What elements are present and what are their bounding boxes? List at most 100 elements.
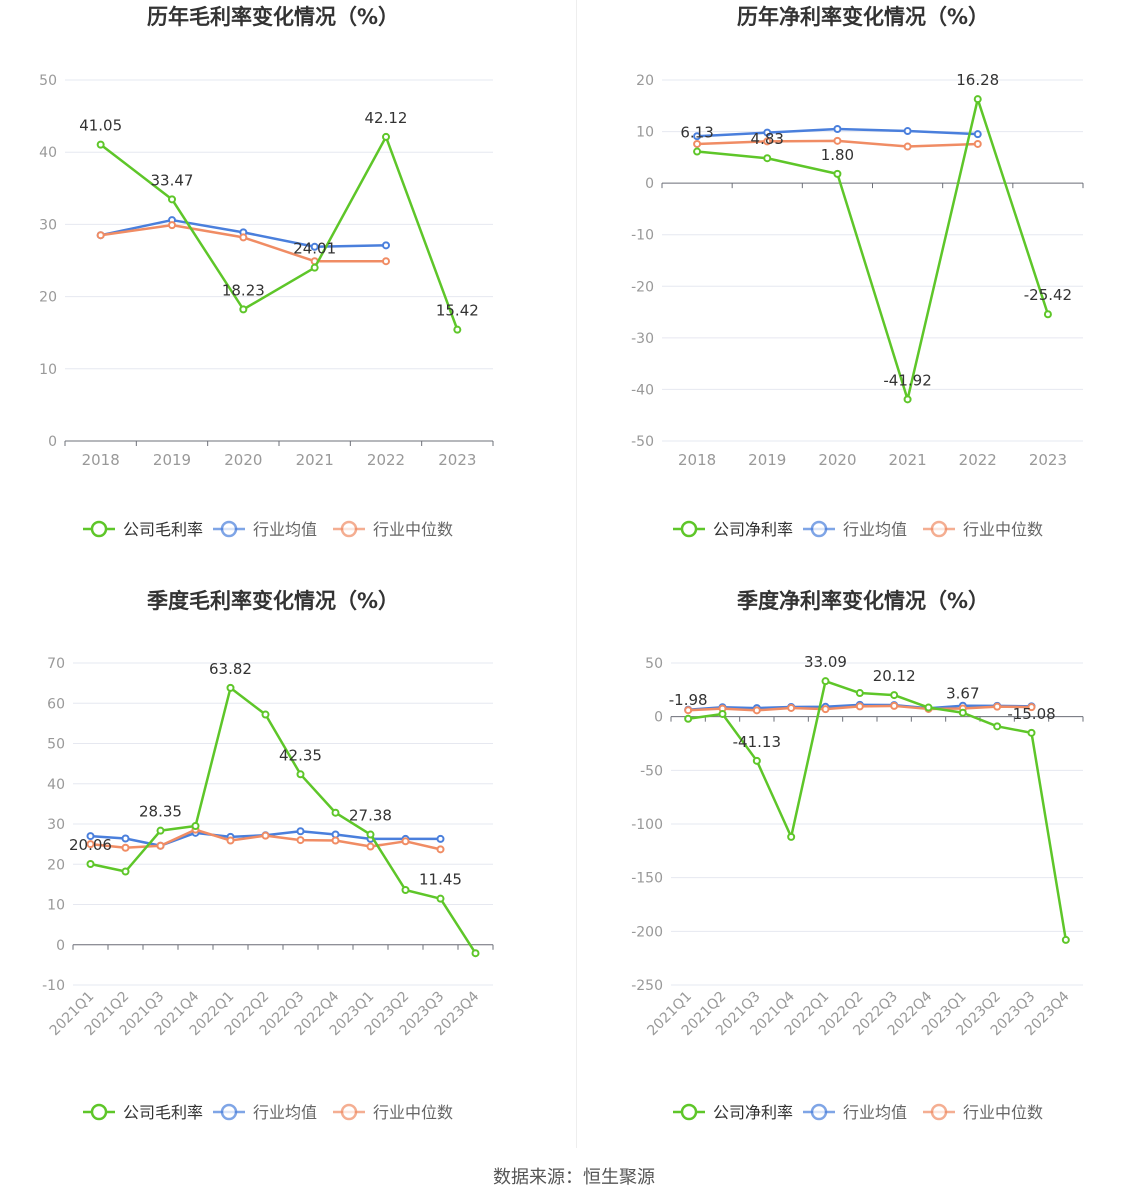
data-point xyxy=(296,827,305,836)
data-point xyxy=(890,691,899,700)
y-tick-label: -200 xyxy=(631,924,663,940)
data-label: -1.98 xyxy=(669,691,708,709)
data-point xyxy=(1043,310,1052,319)
data-label: 42.35 xyxy=(279,746,322,764)
x-tick-label: 2022 xyxy=(959,451,997,469)
y-tick-label: 70 xyxy=(47,656,65,672)
legend-marker xyxy=(930,520,948,538)
y-tick-label: 0 xyxy=(48,434,57,450)
data-point xyxy=(763,137,772,146)
y-tick-label: -50 xyxy=(640,763,663,779)
data-label: 33.09 xyxy=(804,653,847,671)
legend-label: 公司净利率 xyxy=(713,1103,793,1122)
data-point xyxy=(331,836,340,845)
legend-item: 公司毛利率 xyxy=(83,1103,203,1122)
chart-title: 季度毛利率变化情况（%） xyxy=(147,589,399,613)
data-point xyxy=(310,263,319,272)
data-point xyxy=(903,127,912,136)
data-point xyxy=(993,702,1002,711)
data-point xyxy=(752,706,761,715)
data-point xyxy=(958,708,967,717)
y-tick-label: 60 xyxy=(47,696,65,712)
y-tick-label: 0 xyxy=(645,176,654,192)
data-point xyxy=(168,195,176,204)
legend-item: 行业中位数 xyxy=(923,520,1043,539)
y-tick-label: 20 xyxy=(636,73,654,89)
data-point xyxy=(453,325,462,334)
legend-item: 行业中位数 xyxy=(923,1103,1043,1122)
legend-marker xyxy=(220,520,238,538)
y-tick-label: -250 xyxy=(631,978,663,994)
data-point xyxy=(684,706,693,715)
legend-item: 行业均值 xyxy=(803,1103,907,1122)
data-point xyxy=(821,677,830,686)
series-line-company xyxy=(696,97,1050,401)
data-label: 24.01 xyxy=(293,240,336,258)
data-label: 20.12 xyxy=(873,667,916,685)
y-tick-label: -30 xyxy=(631,331,654,347)
data-label: -25.42 xyxy=(1024,286,1072,304)
data-label: 16.28 xyxy=(956,71,999,89)
data-point xyxy=(226,683,235,692)
data-point xyxy=(763,128,772,137)
data-point xyxy=(86,840,95,849)
y-tick-label: -100 xyxy=(631,817,663,833)
data-label: -41.13 xyxy=(733,733,781,751)
series-line-company xyxy=(90,686,477,954)
x-tick-label: 2018 xyxy=(678,451,716,469)
x-tick-label: 2019 xyxy=(748,451,786,469)
data-point xyxy=(973,95,982,104)
data-point xyxy=(763,154,772,163)
data-point xyxy=(973,130,982,139)
data-point xyxy=(121,834,130,843)
legend-label: 公司净利率 xyxy=(713,520,793,539)
data-point xyxy=(973,139,982,148)
data-point xyxy=(833,124,842,133)
chart-panel-2: 历年净利率变化情况（%） -50 -40 -30 -20 -10 0 10 20 2018 2019… xyxy=(631,5,1084,539)
data-label: 1.80 xyxy=(821,146,854,164)
data-point xyxy=(993,722,1002,731)
data-point xyxy=(436,834,445,843)
y-tick-label: -150 xyxy=(631,871,663,887)
legend-item: 公司毛利率 xyxy=(83,520,203,539)
data-point xyxy=(239,233,248,242)
legend-label: 公司毛利率 xyxy=(123,1103,203,1122)
data-point xyxy=(436,894,445,903)
legend-item: 公司净利率 xyxy=(673,1103,793,1122)
legend-marker xyxy=(680,1103,698,1121)
legend-marker xyxy=(810,520,828,538)
data-point xyxy=(86,832,95,841)
legend-label: 行业均值 xyxy=(253,520,317,539)
chart-panel-3: 季度毛利率变化情况（%）-100102030405060702021Q12021… xyxy=(42,589,494,1122)
data-point xyxy=(924,703,933,712)
legend-item: 行业均值 xyxy=(803,520,907,539)
y-tick-label: 40 xyxy=(39,145,57,161)
y-tick-label: -10 xyxy=(631,228,654,244)
y-tick-label: 30 xyxy=(39,217,57,233)
data-point xyxy=(86,860,95,869)
panel-divider-bottom xyxy=(576,580,577,1135)
data-point xyxy=(96,231,105,240)
y-tick-label: 0 xyxy=(56,938,65,954)
data-point xyxy=(833,169,842,178)
legend-item: 行业中位数 xyxy=(333,1103,453,1122)
data-point xyxy=(121,843,130,852)
legend-marker xyxy=(90,520,108,538)
legend-label: 行业中位数 xyxy=(373,520,453,539)
y-tick-label: 40 xyxy=(47,777,65,793)
data-point xyxy=(752,756,761,765)
data-label: -15.08 xyxy=(1007,705,1055,723)
y-tick-label: -40 xyxy=(631,382,654,398)
panel-divider-top xyxy=(576,0,577,1148)
data-point xyxy=(296,836,305,845)
legend-label: 行业均值 xyxy=(843,1103,907,1122)
y-tick-label: 30 xyxy=(47,817,65,833)
data-label: 28.35 xyxy=(139,803,182,821)
data-label: 33.47 xyxy=(151,171,194,189)
legend-label: 行业中位数 xyxy=(963,520,1043,539)
data-label: 41.05 xyxy=(79,117,122,135)
data-point xyxy=(156,826,165,835)
x-tick-label: 2023 xyxy=(1029,451,1067,469)
data-label: -41.92 xyxy=(883,371,931,389)
